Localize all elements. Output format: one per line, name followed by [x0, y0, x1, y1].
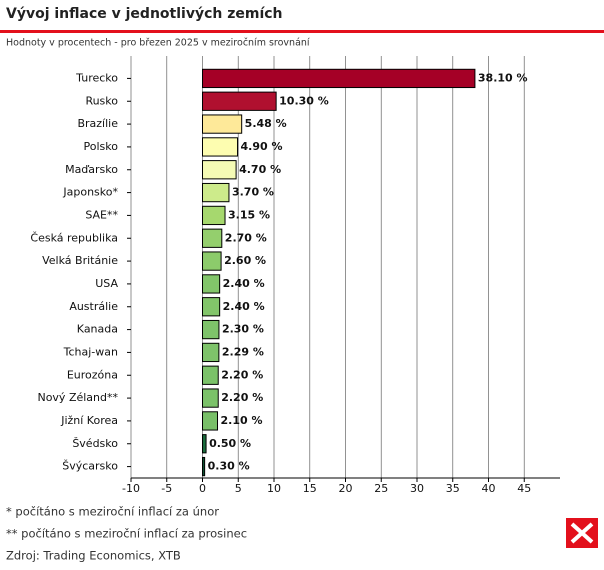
value-label: 0.50 %	[209, 437, 251, 450]
y-tick-label: Česká republika	[30, 231, 118, 244]
y-tick-label: Eurozóna	[67, 368, 118, 381]
y-tick-label: Tchaj-wan	[63, 345, 118, 358]
y-tick-label: Maďarsko	[65, 163, 118, 176]
footnote: * počítáno s meziroční inflací za únor	[6, 505, 219, 519]
value-label: 2.60 %	[224, 254, 266, 267]
x-tick-label: 40	[482, 482, 496, 495]
bar	[202, 365, 219, 385]
y-tick-label: Austrálie	[69, 300, 118, 313]
bar	[202, 137, 239, 157]
x-tick-label: 0	[199, 482, 206, 495]
x-tick-label: 20	[339, 482, 353, 495]
bar	[202, 388, 219, 408]
bar	[202, 160, 237, 180]
y-tick-label: USA	[95, 277, 118, 290]
chart-title: Vývoj inflace v jednotlivých zemích	[6, 6, 283, 22]
y-tick-label: Švýcarsko	[62, 460, 118, 473]
x-tick-label: 10	[267, 482, 281, 495]
y-tick-label: Polsko	[84, 140, 119, 153]
value-label: 2.30 %	[222, 323, 264, 336]
bar	[202, 182, 230, 203]
value-label: 2.20 %	[221, 391, 263, 404]
y-tick-label: Turecko	[75, 71, 118, 84]
bar	[202, 91, 277, 111]
y-tick-label: Jižní Korea	[60, 414, 118, 427]
x-tick-label: 45	[517, 482, 531, 495]
y-tick-label: Kanada	[77, 323, 118, 336]
bar	[202, 251, 222, 271]
value-label: 4.70 %	[239, 163, 281, 176]
bar	[202, 228, 223, 248]
y-tick-label: Japonsko*	[62, 186, 118, 199]
bar	[202, 411, 219, 431]
footnote: Zdroj: Trading Economics, XTB	[6, 549, 181, 563]
bar	[202, 205, 226, 226]
bar	[202, 434, 207, 454]
value-label: 3.15 %	[228, 208, 270, 221]
footnote: ** počítáno s meziroční inflací za prosi…	[6, 527, 247, 541]
value-label: 2.40 %	[223, 277, 265, 290]
y-tick-label: Rusko	[85, 94, 118, 107]
value-label: 0.30 %	[208, 460, 250, 473]
x-tick-label: 15	[303, 482, 317, 495]
bar	[202, 342, 220, 363]
value-label: 2.70 %	[225, 231, 267, 244]
y-tick-label: SAE**	[85, 208, 118, 221]
value-label: 2.20 %	[221, 368, 263, 381]
bar	[202, 68, 476, 89]
x-tick-label: 35	[446, 482, 460, 495]
y-tick-label: Švédsko	[72, 437, 118, 450]
x-tick-label: 5	[235, 482, 242, 495]
title-rule	[0, 30, 604, 33]
logo	[566, 518, 598, 548]
value-label: 4.90 %	[241, 140, 283, 153]
bar	[202, 297, 221, 317]
x-tick-label: 25	[374, 482, 388, 495]
y-tick-label: Nový Zéland**	[37, 391, 118, 404]
chart-subtitle: Hodnoty v procentech - pro březen 2025 v…	[6, 38, 310, 49]
y-tick-label: Brazílie	[77, 117, 118, 130]
bar	[202, 114, 243, 134]
value-label: 2.29 %	[222, 345, 264, 358]
y-tick-label: Velká Británie	[42, 254, 118, 267]
x-tick-label: -10	[122, 482, 140, 495]
value-label: 2.10 %	[221, 414, 263, 427]
x-tick-label: 30	[410, 482, 424, 495]
value-label: 10.30 %	[279, 94, 329, 107]
bar	[202, 456, 206, 477]
value-label: 38.10 %	[478, 71, 528, 84]
value-label: 2.40 %	[223, 300, 265, 313]
bar	[202, 319, 220, 340]
bar	[202, 274, 221, 294]
value-label: 3.70 %	[232, 186, 274, 199]
value-label: 5.48 %	[245, 117, 287, 130]
x-tick-label: -5	[161, 482, 172, 495]
